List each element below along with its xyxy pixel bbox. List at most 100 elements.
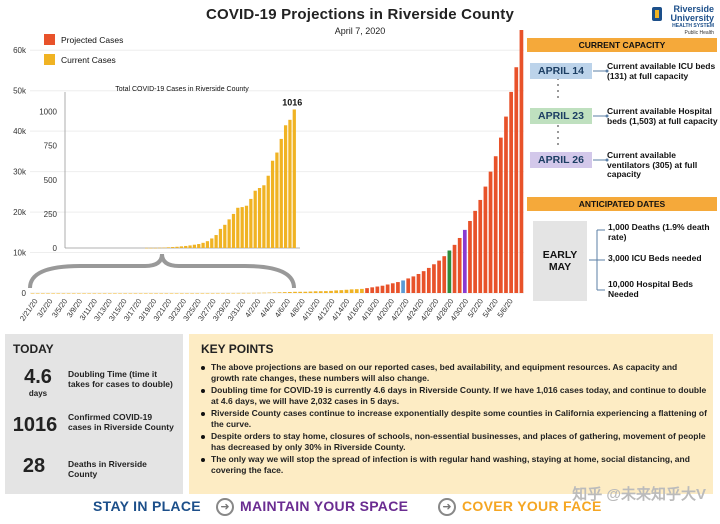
logo-line1: Riverside [673, 4, 714, 14]
x-tick-label: 2/21/20 [18, 297, 40, 323]
current-case-bar [241, 292, 246, 294]
projected-case-bar [411, 276, 416, 293]
projected-case-bar [432, 264, 436, 293]
banner-maintain-space: MAINTAIN YOUR SPACE [240, 498, 409, 514]
current-case-bar [205, 292, 210, 294]
arrow-right-icon: ➜ [216, 498, 234, 516]
inset-bar [249, 198, 253, 248]
inset-y-tick-label: 750 [44, 142, 58, 151]
current-case-bar [82, 293, 86, 294]
today-panel: TODAY 4.6 days Doubling Time (time it ta… [5, 334, 183, 494]
inset-bar [158, 247, 162, 249]
projected-case-bar [365, 288, 369, 293]
projected-case-bar [504, 116, 508, 293]
watermark: 知乎 @未来知乎大V [572, 486, 706, 503]
current-case-bar [277, 292, 282, 293]
projected-case-bar [396, 282, 400, 293]
current-case-bar [113, 293, 117, 294]
chart-subtitle: April 7, 2020 [334, 26, 386, 36]
current-case-bar [221, 292, 225, 294]
capacity-text-icu: Current available ICU beds (131) at full… [607, 61, 716, 81]
y-tick-label: 10k [13, 249, 27, 258]
y-tick-label: 60k [13, 46, 27, 55]
legend-label: Projected Cases [61, 35, 123, 45]
inset-bar [201, 242, 205, 248]
inset-bar [192, 244, 197, 248]
current-case-bar [46, 293, 50, 294]
inset-title: Total COVID-19 Cases in Riverside County [115, 86, 249, 93]
inset-bar [214, 235, 218, 248]
anticipated-heading: ANTICIPATED DATES [527, 197, 717, 211]
current-case-bar [339, 290, 344, 293]
inset-last-value-label: 1016 [282, 97, 302, 107]
inset-bar [283, 125, 288, 248]
projected-case-bar [421, 271, 426, 293]
inset-bar [292, 109, 296, 248]
current-case-bar [329, 290, 333, 293]
y-tick-label: 40k [13, 127, 27, 136]
logo-line3: HEALTH SYSTEM [672, 23, 714, 29]
projected-case-bar [462, 229, 467, 293]
inset-bar [145, 247, 149, 249]
legend-swatch [44, 34, 55, 45]
inset-bar [227, 219, 231, 248]
current-case-bar [61, 293, 66, 294]
today-heading: TODAY [13, 342, 54, 356]
chart-title: COVID-19 Projections in Riverside County [205, 6, 515, 23]
projected-case-bar [457, 237, 462, 293]
current-case-bar [143, 293, 148, 294]
projected-case-bar [452, 244, 457, 293]
current-case-bar [324, 291, 328, 293]
inset-bar [279, 138, 283, 248]
key-points-list: The above projections are based on our r… [201, 362, 707, 477]
early-may-text: EARLY MAY [542, 249, 578, 273]
current-case-bar [30, 293, 35, 294]
zoom-brace [28, 253, 296, 289]
inset-bar [262, 185, 266, 248]
current-case-bar [71, 293, 76, 294]
capacity-text-hospital: Current available Hospital beds (1,503) … [607, 106, 718, 126]
y-tick-label: 30k [13, 168, 27, 177]
inset-bar [210, 238, 214, 248]
current-case-bar [344, 289, 349, 293]
current-case-bar [97, 293, 102, 294]
projected-case-bar [509, 91, 513, 293]
projected-case-bar [401, 280, 405, 293]
current-case-bar [200, 292, 205, 294]
current-case-bar [354, 289, 359, 293]
projection-chart: 2/21/203/2/203/5/203/9/203/11/203/13/203… [13, 30, 524, 323]
logo-mark-icon [652, 7, 662, 21]
current-case-bar [262, 292, 266, 294]
current-case-bar [267, 292, 272, 294]
current-case-bar [210, 292, 215, 294]
current-case-bar [118, 293, 122, 294]
projected-case-bar [468, 220, 472, 293]
current-case-bar [190, 292, 194, 294]
capacity-connectors [557, 69, 609, 162]
projected-case-bar [426, 267, 431, 293]
capacity-text-ventilators: Current available ventilators (305) at f… [607, 150, 698, 179]
key-point: The above projections are based on our r… [201, 362, 707, 384]
key-points-panel: KEY POINTS The above projections are bas… [189, 334, 713, 494]
current-case-bar [308, 291, 313, 293]
inset-bar [288, 119, 292, 249]
inset-bar [171, 247, 175, 248]
inset-bar [166, 247, 170, 248]
inset-bar [205, 241, 210, 248]
current-case-bar [56, 293, 61, 294]
projected-case-bar [488, 171, 493, 293]
capacity-heading: CURRENT CAPACITY [527, 38, 717, 52]
early-may-label: EARLY MAY [533, 221, 587, 301]
inset-bar [175, 246, 179, 248]
doubling-time-label: Doubling Time (time it takes for cases t… [68, 369, 173, 389]
current-case-bar [41, 293, 45, 294]
current-case-bar [92, 293, 97, 294]
projected-case-bar [442, 256, 447, 293]
inset-bar [218, 228, 223, 248]
projected-case-bar [437, 260, 441, 293]
inset-y-tick-label: 0 [53, 244, 58, 253]
current-case-bar [272, 292, 277, 293]
inset-bar [223, 224, 227, 248]
inset-bar [236, 207, 240, 248]
projected-case-bar [380, 285, 385, 293]
